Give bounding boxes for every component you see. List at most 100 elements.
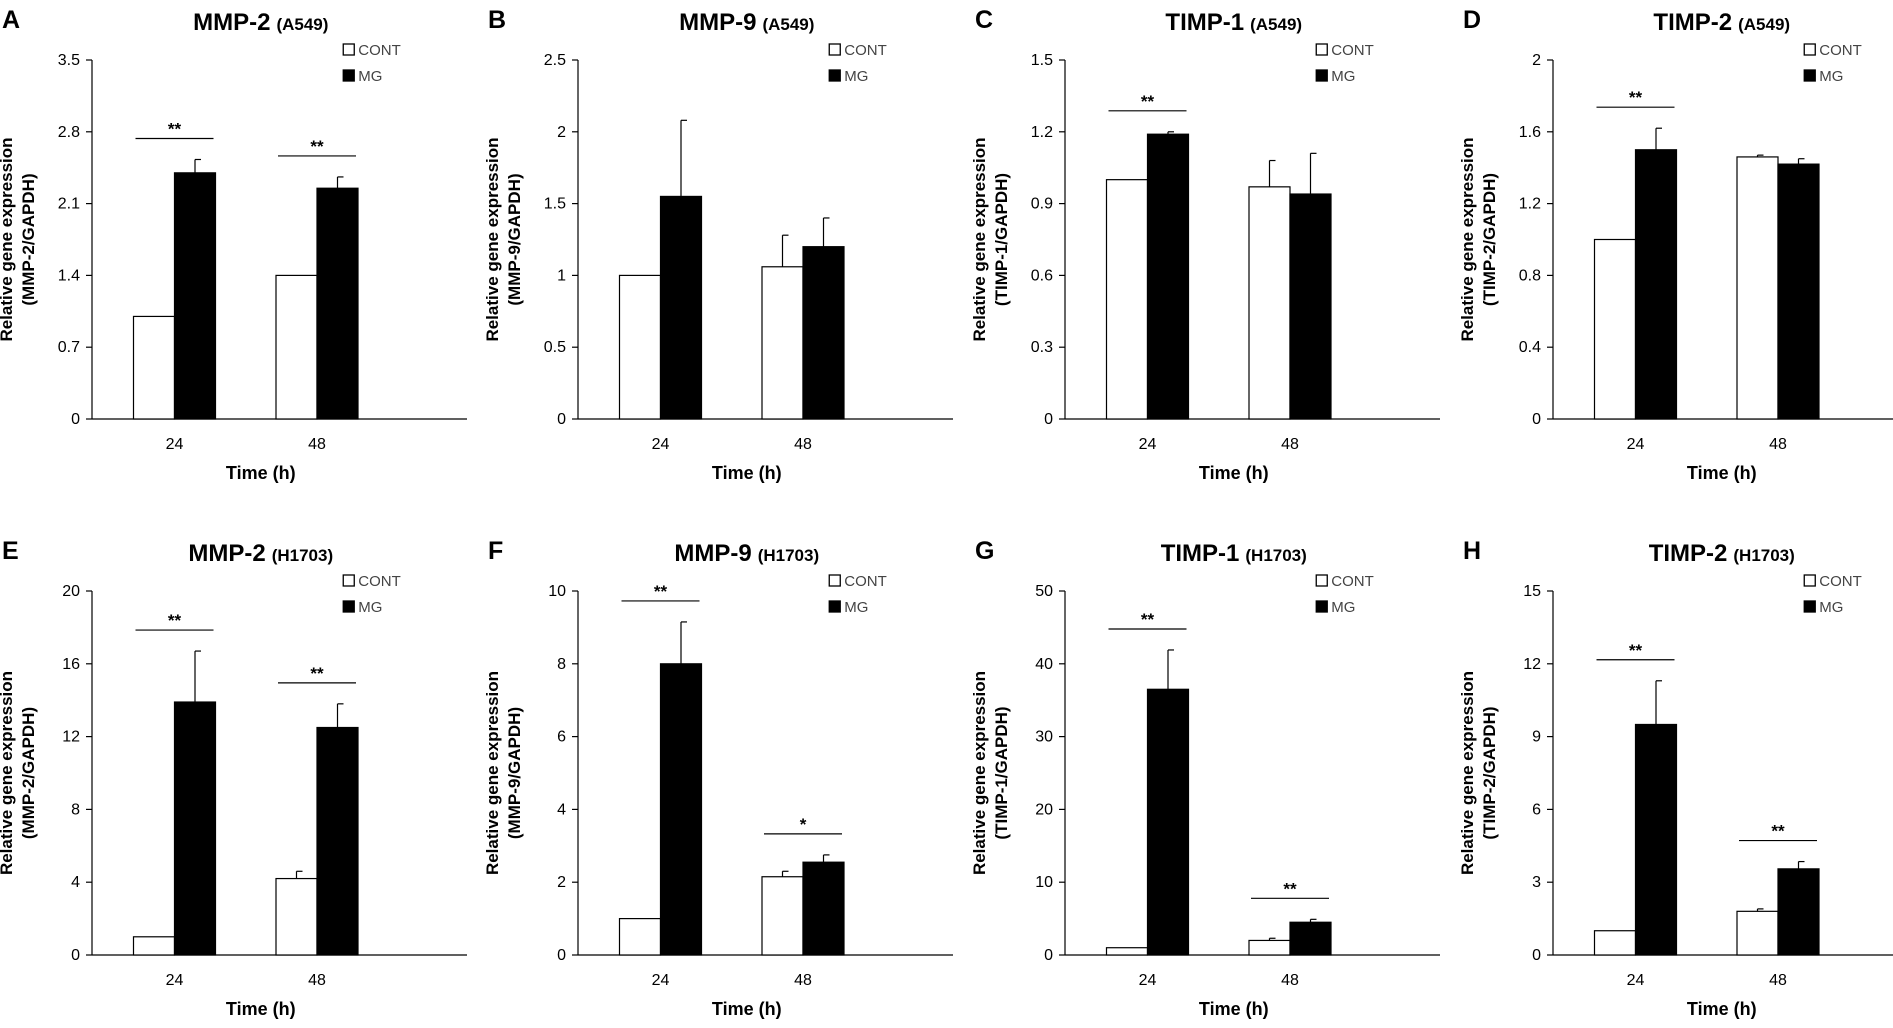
bar-cont-48h (1736, 156, 1779, 420)
y-axis-label-line2: (MMP-9/GAPDH) (505, 707, 524, 839)
legend-label-cont: CONT (1819, 42, 1862, 59)
legend-swatch-cont (1315, 43, 1328, 56)
legend-label-cont: CONT (844, 42, 887, 59)
chart-title: MMP-2 (H1703) (188, 540, 333, 567)
y-tick-label: 0 (1044, 411, 1053, 428)
bar-cont-24h (1593, 930, 1637, 956)
x-axis-label: Time (h) (1199, 463, 1269, 483)
chart-title: TIMP-2 (H1703) (1649, 540, 1795, 567)
y-tick-label: 15 (1523, 583, 1541, 600)
significance-marker: ** (1629, 88, 1643, 107)
y-axis-label-line1: Relative gene expression (483, 671, 502, 875)
significance-marker: ** (168, 611, 182, 630)
x-tick-label: 24 (652, 972, 670, 989)
y-axis-label-line1: Relative gene expression (483, 137, 502, 341)
chart-title: TIMP-1 (H1703) (1161, 540, 1307, 567)
bar-cont-48h (275, 877, 318, 956)
x-axis-label: Time (h) (712, 999, 782, 1019)
legend-swatch-mg (342, 69, 355, 82)
bar-cont-24h (1105, 947, 1149, 956)
y-axis-label-line2: (TIMP-1/GAPDH) (992, 173, 1011, 306)
significance-marker: ** (1629, 641, 1643, 660)
bar-cont-48h (1736, 910, 1779, 956)
y-tick-label: 4 (557, 801, 566, 818)
y-axis-label: Relative gene expression (TIMP-2/GAPDH) (1458, 137, 1499, 341)
bar-cont-24h (132, 936, 176, 956)
y-tick-label: 40 (1035, 656, 1053, 673)
bar-mg-48h (316, 187, 359, 420)
y-axis-label-line2: (MMP-2/GAPDH) (19, 173, 38, 305)
x-axis-label: Time (h) (226, 999, 296, 1019)
significance-marker: ** (1771, 822, 1785, 841)
bar-cont-24h (132, 315, 176, 420)
chart-title: MMP-9 (H1703) (674, 540, 819, 567)
bar-cont-24h (1593, 238, 1637, 420)
bar-cont-48h (761, 266, 804, 420)
y-tick-label: 0.9 (1031, 196, 1053, 213)
chart-title-cell-line: (A549) (1738, 15, 1790, 34)
y-tick-label: 2.8 (58, 124, 80, 141)
y-tick-label: 8 (557, 656, 566, 673)
y-axis-label-line2: (TIMP-1/GAPDH) (992, 706, 1011, 839)
y-tick-label: 0.3 (1031, 339, 1053, 356)
legend-swatch-mg (1803, 69, 1816, 82)
x-axis-label: Time (h) (1687, 463, 1757, 483)
bar-mg-24h (1146, 688, 1190, 956)
legend-label-cont: CONT (1819, 573, 1862, 590)
legend-swatch-cont (1803, 43, 1816, 56)
panel-letter: A (2, 6, 20, 34)
significance-marker: ** (168, 119, 182, 138)
x-tick-label: 48 (1769, 436, 1787, 453)
x-tick-label: 48 (308, 436, 326, 453)
legend-label-cont: CONT (358, 42, 401, 59)
bar-mg-24h (1146, 133, 1190, 420)
legend-swatch-cont (1803, 574, 1816, 587)
legend-label-mg: MG (358, 68, 382, 85)
chart-title-cell-line: (H1703) (1245, 546, 1306, 565)
chart-title-gene: MMP-9 (679, 9, 756, 36)
bar-mg-48h (1289, 921, 1332, 956)
bar-cont-24h (618, 274, 662, 420)
panel-h: H TIMP-2 (H1703) 0 3 6 9 12 15 Relative gene expr… (1458, 537, 1893, 1019)
x-tick-label: 24 (652, 436, 670, 453)
significance-marker: ** (310, 664, 324, 683)
legend-label-mg: MG (844, 599, 868, 616)
significance-marker: ** (654, 582, 668, 601)
legend-swatch-mg (342, 600, 355, 613)
y-tick-label: 2 (557, 124, 566, 141)
y-tick-label: 0 (1044, 947, 1053, 964)
y-tick-label: 0.8 (1519, 267, 1541, 284)
y-tick-label: 0.6 (1031, 267, 1053, 284)
chart-title-gene: MMP-2 (193, 9, 270, 36)
x-tick-label: 48 (1769, 972, 1787, 989)
y-tick-label: 0 (1532, 411, 1541, 428)
x-tick-label: 24 (1627, 436, 1645, 453)
y-axis-label-line2: (MMP-2/GAPDH) (19, 707, 38, 839)
y-tick-label: 10 (548, 583, 566, 600)
significance-marker: ** (1141, 92, 1155, 111)
bar-mg-48h (316, 726, 359, 956)
y-tick-label: 2 (1532, 52, 1541, 69)
bar-cont-24h (618, 917, 662, 956)
x-tick-label: 48 (1281, 972, 1299, 989)
y-axis-label: Relative gene expression (MMP-9/GAPDH) (483, 137, 524, 341)
y-axis-label-line1: Relative gene expression (970, 137, 989, 341)
legend-swatch-cont (828, 574, 841, 587)
y-tick-label: 2.1 (58, 196, 80, 213)
y-tick-label: 12 (62, 729, 80, 746)
bar-mg-48h (802, 861, 845, 956)
legend-swatch-cont (342, 43, 355, 56)
y-tick-label: 3 (1532, 874, 1541, 891)
panel-letter: F (488, 537, 503, 565)
panel-c: C TIMP-1 (A549) 0 0.3 0.6 0.9 1.2 1.5 Relative ge… (970, 6, 1440, 483)
chart-title-cell-line: (A549) (762, 15, 814, 34)
legend-swatch-cont (828, 43, 841, 56)
y-tick-label: 50 (1035, 583, 1053, 600)
y-axis-label-line1: Relative gene expression (1458, 137, 1477, 341)
y-tick-label: 16 (62, 656, 80, 673)
panel-letter: D (1463, 6, 1481, 34)
chart-title-gene: TIMP-2 (1649, 540, 1728, 567)
y-tick-label: 0 (1532, 947, 1541, 964)
bar-mg-48h (802, 246, 845, 420)
